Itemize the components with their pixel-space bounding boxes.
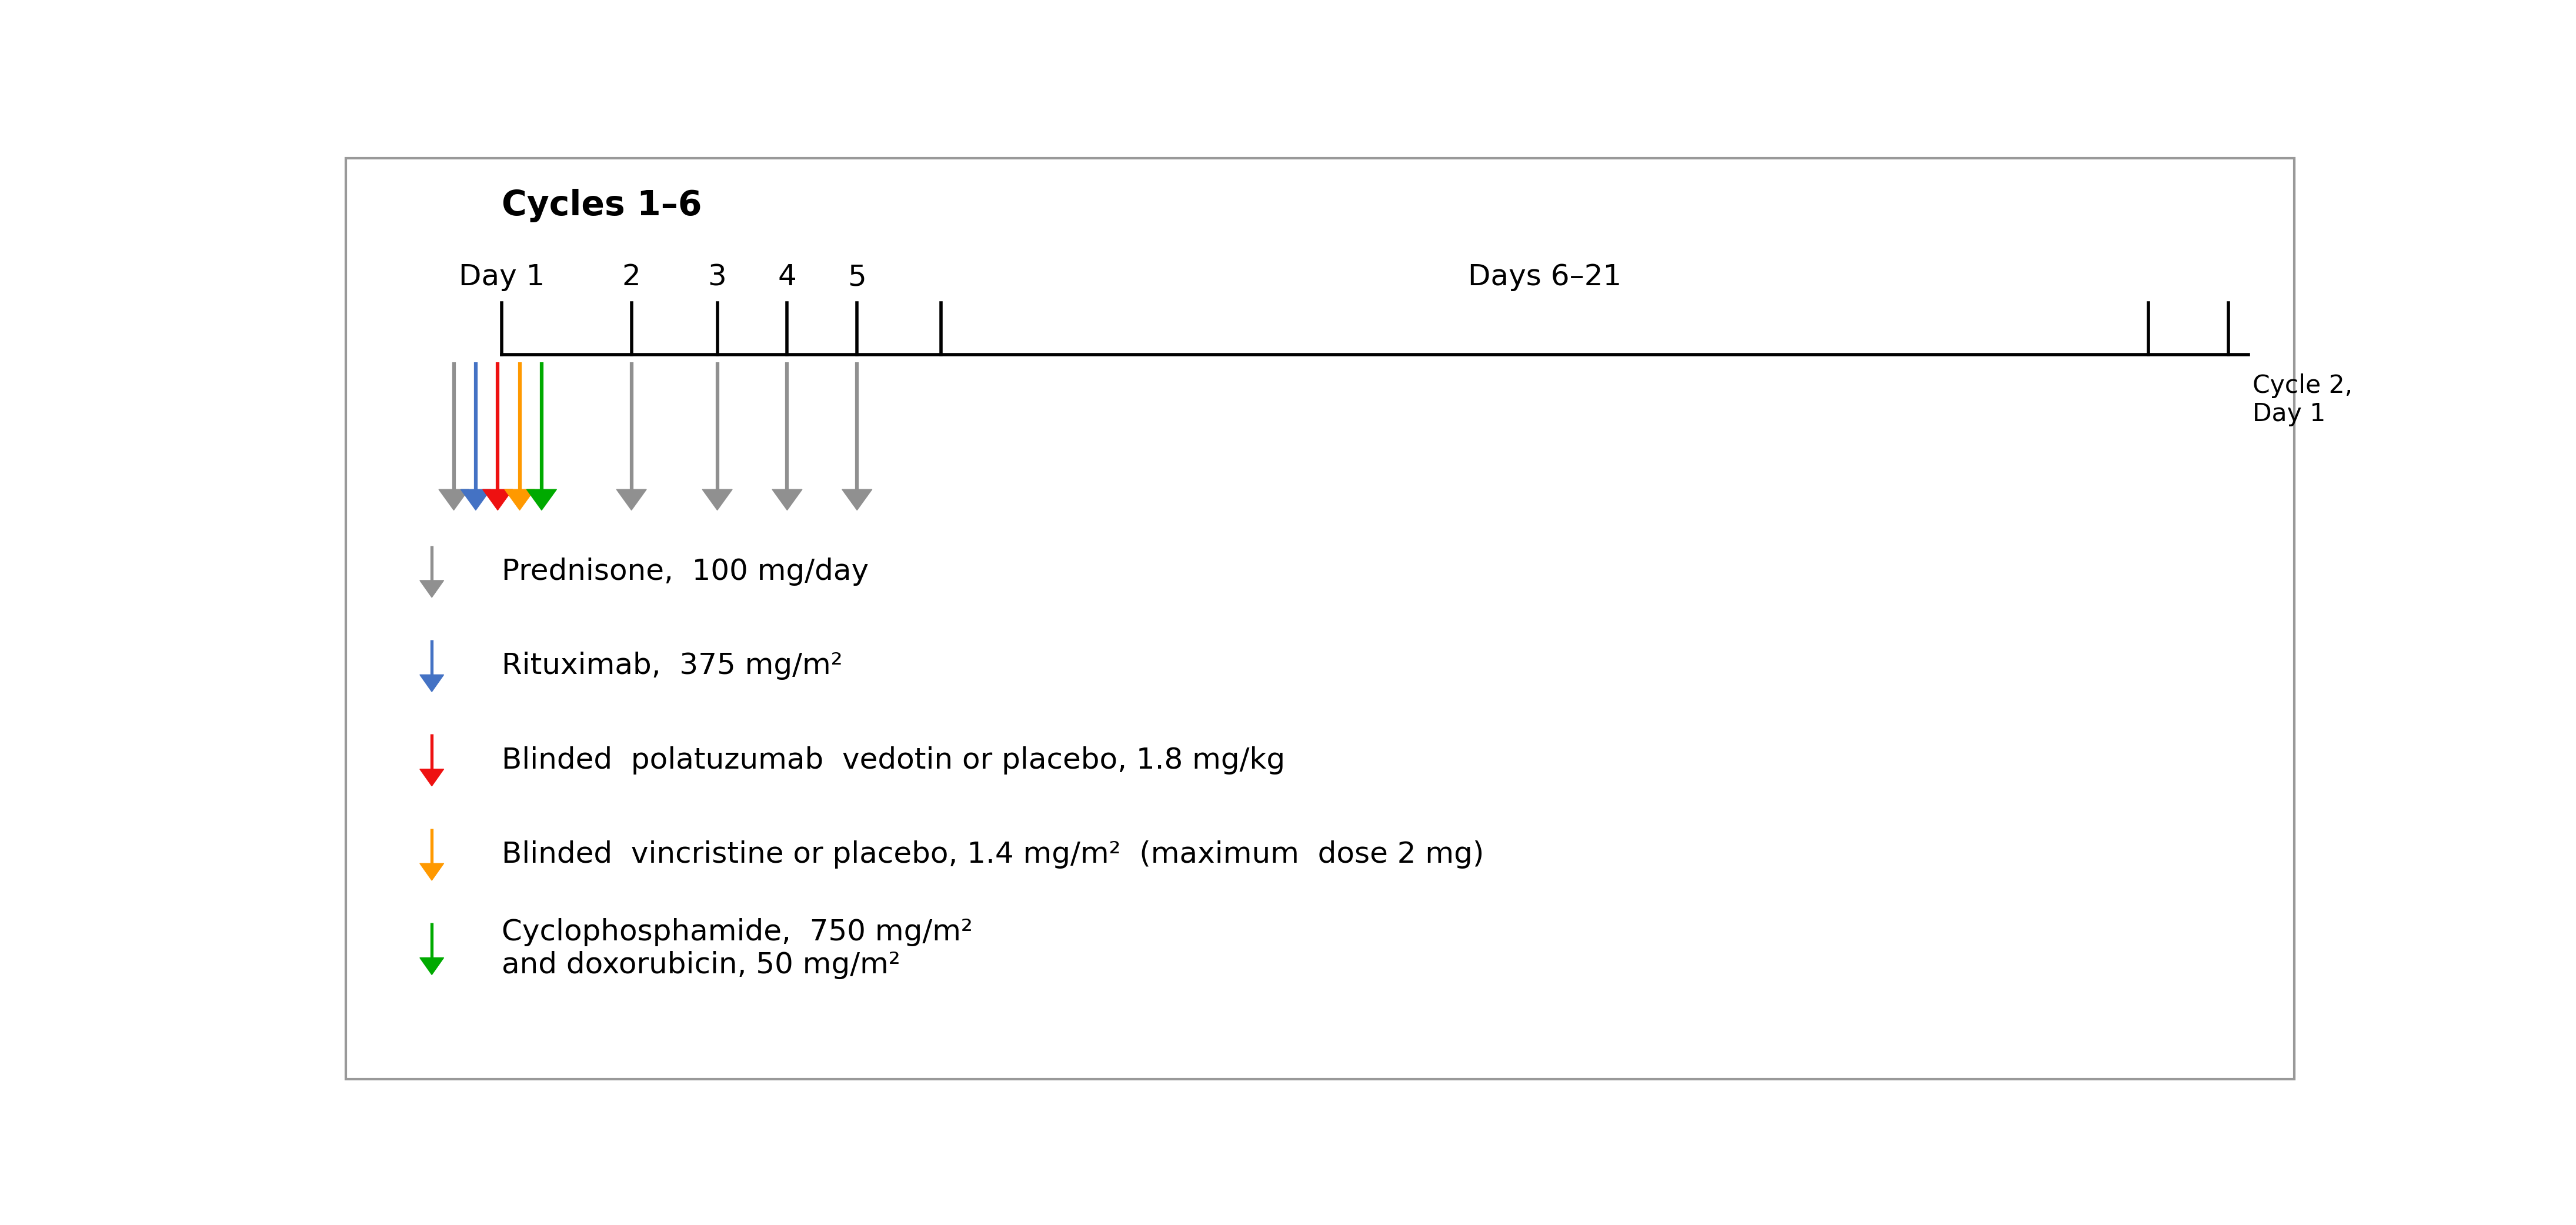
Polygon shape (420, 581, 443, 598)
Text: Day 1: Day 1 (459, 263, 544, 292)
Polygon shape (505, 490, 536, 510)
Text: Blinded  polatuzumab  vedotin or placebo, 1.8 mg/kg: Blinded polatuzumab vedotin or placebo, … (502, 746, 1285, 774)
Polygon shape (703, 490, 732, 510)
Polygon shape (420, 958, 443, 975)
Polygon shape (842, 490, 873, 510)
Polygon shape (773, 490, 801, 510)
Text: Cycles 1–6: Cycles 1–6 (502, 189, 701, 223)
Text: 3: 3 (708, 263, 726, 292)
Text: Cycle 2,
Day 1: Cycle 2, Day 1 (2251, 374, 2352, 426)
Text: Days 6–21: Days 6–21 (1468, 263, 1623, 292)
Polygon shape (616, 490, 647, 510)
Polygon shape (461, 490, 489, 510)
Polygon shape (438, 490, 469, 510)
Text: Blinded  vincristine or placebo, 1.4 mg/m²  (maximum  dose 2 mg): Blinded vincristine or placebo, 1.4 mg/m… (502, 840, 1484, 869)
Polygon shape (420, 675, 443, 692)
Text: 5: 5 (848, 263, 866, 292)
Polygon shape (420, 864, 443, 881)
Text: Prednisone,  100 mg/day: Prednisone, 100 mg/day (502, 557, 868, 586)
Text: Rituximab,  375 mg/m²: Rituximab, 375 mg/m² (502, 652, 842, 680)
Text: 4: 4 (778, 263, 796, 292)
Polygon shape (526, 490, 556, 510)
Text: Cyclophosphamide,  750 mg/m²
and doxorubicin, 50 mg/m²: Cyclophosphamide, 750 mg/m² and doxorubi… (502, 919, 974, 979)
Polygon shape (482, 490, 513, 510)
Polygon shape (420, 769, 443, 786)
Text: 2: 2 (623, 263, 641, 292)
